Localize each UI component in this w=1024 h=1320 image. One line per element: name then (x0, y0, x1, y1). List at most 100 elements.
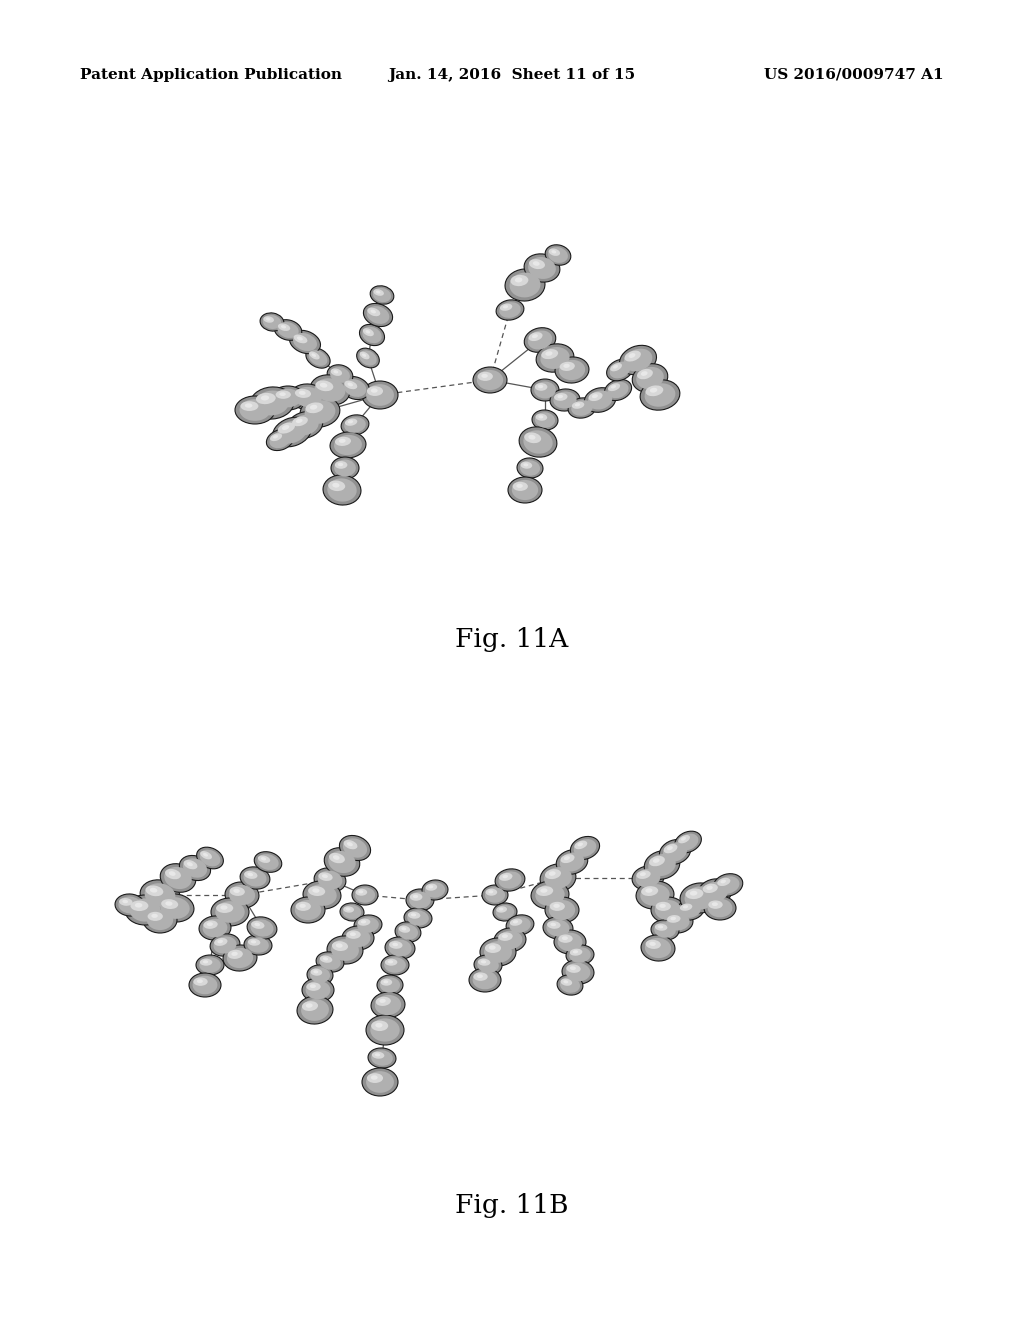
Ellipse shape (517, 458, 543, 478)
Ellipse shape (494, 928, 526, 952)
Ellipse shape (310, 968, 330, 983)
Ellipse shape (376, 997, 391, 1006)
Ellipse shape (499, 873, 512, 880)
Ellipse shape (707, 886, 713, 890)
Ellipse shape (288, 412, 323, 438)
Ellipse shape (278, 422, 295, 433)
Ellipse shape (539, 416, 544, 418)
Ellipse shape (535, 412, 555, 428)
Ellipse shape (375, 1053, 380, 1056)
Ellipse shape (293, 333, 317, 351)
Ellipse shape (251, 940, 256, 944)
Ellipse shape (540, 863, 575, 892)
Ellipse shape (143, 907, 177, 933)
Ellipse shape (629, 352, 636, 358)
Ellipse shape (574, 403, 581, 407)
Ellipse shape (329, 851, 355, 873)
Text: Patent Application Publication: Patent Application Publication (80, 69, 342, 82)
Ellipse shape (477, 974, 483, 978)
Ellipse shape (359, 351, 370, 359)
Ellipse shape (497, 907, 507, 912)
Ellipse shape (680, 883, 720, 913)
Ellipse shape (422, 880, 447, 900)
Ellipse shape (395, 921, 421, 942)
Ellipse shape (388, 940, 412, 957)
Ellipse shape (401, 927, 407, 931)
Ellipse shape (241, 401, 258, 411)
Ellipse shape (371, 285, 394, 304)
Ellipse shape (248, 873, 253, 876)
Ellipse shape (125, 895, 165, 925)
Ellipse shape (340, 903, 364, 921)
Ellipse shape (645, 888, 652, 892)
Ellipse shape (624, 348, 652, 371)
Ellipse shape (338, 463, 343, 466)
Ellipse shape (542, 348, 558, 359)
Ellipse shape (566, 945, 594, 965)
Ellipse shape (555, 356, 589, 383)
Ellipse shape (473, 970, 498, 989)
Ellipse shape (311, 354, 316, 356)
Ellipse shape (330, 367, 350, 383)
Ellipse shape (428, 886, 433, 888)
Ellipse shape (248, 939, 260, 945)
Ellipse shape (362, 354, 367, 356)
Ellipse shape (371, 991, 404, 1018)
Ellipse shape (255, 391, 289, 416)
Ellipse shape (362, 329, 374, 337)
Ellipse shape (565, 962, 591, 981)
Ellipse shape (344, 840, 357, 849)
Ellipse shape (347, 842, 353, 846)
Ellipse shape (535, 381, 556, 399)
Ellipse shape (528, 434, 536, 440)
Ellipse shape (301, 999, 329, 1020)
Ellipse shape (250, 387, 294, 418)
Ellipse shape (278, 323, 290, 331)
Ellipse shape (244, 870, 266, 887)
Ellipse shape (290, 330, 321, 354)
Ellipse shape (333, 855, 340, 859)
Ellipse shape (319, 956, 333, 962)
Ellipse shape (328, 364, 353, 385)
Ellipse shape (510, 272, 541, 297)
Ellipse shape (549, 248, 560, 256)
Ellipse shape (266, 429, 294, 450)
Ellipse shape (362, 327, 382, 343)
Ellipse shape (130, 900, 148, 911)
Ellipse shape (503, 875, 508, 878)
Ellipse shape (545, 869, 561, 879)
Ellipse shape (161, 899, 178, 909)
Ellipse shape (585, 388, 615, 412)
Ellipse shape (640, 380, 680, 411)
Ellipse shape (129, 899, 161, 921)
Ellipse shape (334, 459, 356, 477)
Ellipse shape (254, 923, 260, 927)
Ellipse shape (509, 917, 530, 933)
Ellipse shape (496, 906, 514, 919)
Ellipse shape (572, 950, 579, 953)
Ellipse shape (318, 873, 333, 880)
Ellipse shape (302, 1001, 318, 1011)
Ellipse shape (663, 911, 693, 933)
Ellipse shape (339, 836, 371, 861)
Ellipse shape (160, 863, 196, 892)
Ellipse shape (531, 334, 538, 338)
Ellipse shape (305, 981, 331, 999)
Ellipse shape (303, 880, 341, 909)
Ellipse shape (244, 871, 257, 879)
Ellipse shape (189, 973, 221, 997)
Ellipse shape (335, 437, 351, 446)
Ellipse shape (251, 919, 273, 937)
Ellipse shape (292, 417, 308, 426)
Ellipse shape (210, 933, 240, 956)
Ellipse shape (592, 395, 598, 399)
Ellipse shape (625, 351, 641, 362)
Ellipse shape (375, 995, 401, 1015)
Ellipse shape (543, 917, 573, 939)
Ellipse shape (278, 322, 299, 338)
Ellipse shape (655, 902, 671, 911)
Ellipse shape (366, 330, 371, 334)
Ellipse shape (702, 883, 718, 894)
Ellipse shape (296, 902, 311, 911)
Ellipse shape (532, 411, 558, 430)
